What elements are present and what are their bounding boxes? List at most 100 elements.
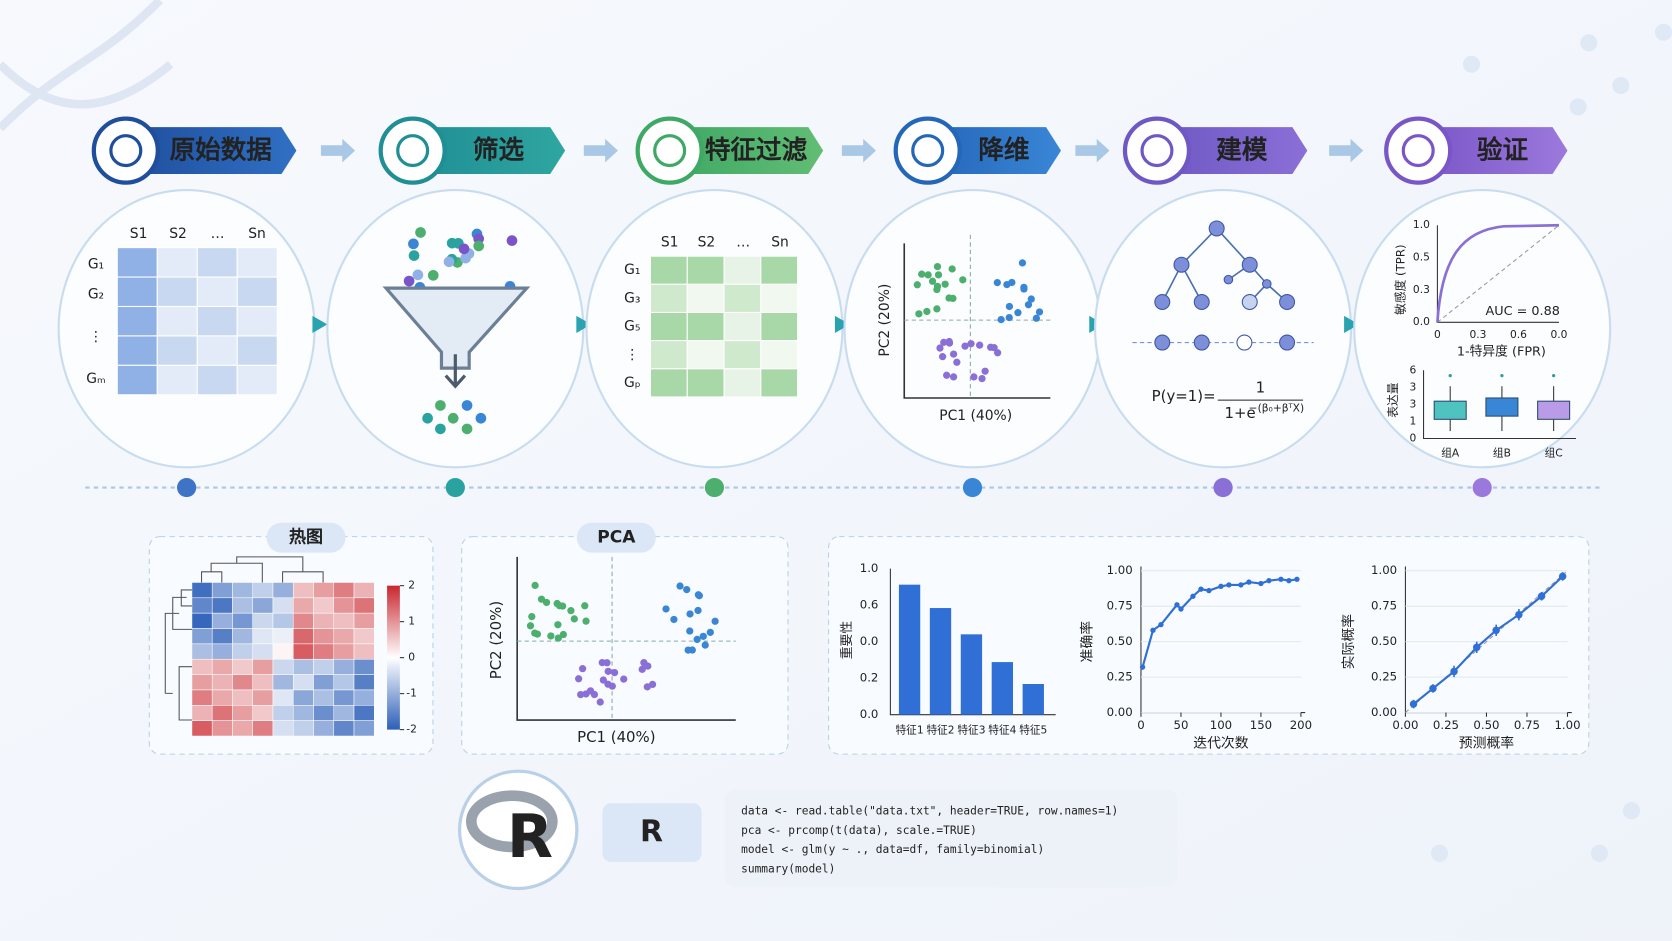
tick-label: 1.0 — [1413, 218, 1430, 231]
step-icon-core — [911, 134, 945, 168]
step-banner — [1156, 127, 1308, 175]
pca-point — [559, 630, 567, 639]
heatmap-cell — [353, 582, 375, 599]
funnel — [382, 286, 531, 370]
flow-arrow — [1329, 138, 1364, 163]
point — [1206, 587, 1212, 594]
oval-arrow — [312, 315, 328, 333]
matrix-row: G₁ — [88, 257, 104, 273]
pca-point — [694, 606, 702, 615]
decor-node — [1463, 55, 1481, 73]
matrix-cell — [649, 368, 688, 398]
pca-point — [533, 630, 542, 638]
tree-node — [1279, 294, 1296, 311]
matrix-cell — [760, 283, 799, 314]
heatmap-cell — [292, 705, 314, 721]
particle — [461, 423, 473, 435]
bar — [898, 584, 921, 715]
matrix-row: G₁ — [624, 262, 640, 278]
heatmap-cell — [272, 689, 294, 706]
pca-point — [933, 305, 941, 313]
pca-point — [553, 599, 561, 608]
step-banner — [927, 127, 1061, 175]
pca-point — [684, 646, 692, 654]
step-icon — [893, 116, 962, 185]
axis-label: 重要性 — [839, 621, 855, 660]
point — [1218, 583, 1224, 590]
y-tick-label: 0.00 — [1371, 705, 1397, 719]
group-label: 组B — [1493, 446, 1511, 459]
heatmap-cell — [333, 597, 355, 614]
heatmap-cell — [333, 582, 355, 599]
heatmap-cell — [232, 582, 253, 599]
step-label: 筛选 — [473, 135, 525, 166]
particle — [473, 240, 485, 252]
heatmap-cell — [353, 628, 375, 645]
box-outlier — [1448, 373, 1452, 378]
category-label: 特征1 — [896, 724, 924, 737]
tick-label: -2 — [406, 723, 417, 736]
matrix-cell — [649, 283, 688, 314]
pca-point — [582, 690, 590, 698]
heatmap-cell — [353, 643, 375, 660]
box — [1485, 397, 1519, 417]
heatmap-cell — [252, 582, 274, 599]
point — [1266, 577, 1272, 584]
point — [1294, 576, 1300, 582]
tree-leaf — [1279, 334, 1296, 351]
step-icon — [635, 116, 704, 185]
matrix-cell — [686, 368, 725, 398]
point — [1174, 602, 1180, 608]
matrix-cell — [723, 311, 762, 342]
pca-point — [941, 280, 949, 288]
tree-leaf — [1193, 334, 1210, 351]
heatmap-cell — [191, 612, 213, 629]
matrix-column: S2 — [698, 234, 716, 250]
pca-point — [547, 632, 555, 640]
heatmap-cell — [272, 643, 294, 660]
heatmap-cell — [313, 612, 335, 629]
heatmap-cell — [191, 597, 213, 614]
particle — [460, 252, 471, 264]
y-tick-label: 0.25 — [1371, 670, 1397, 684]
heatmap-cell — [191, 689, 213, 706]
group-label: 组A — [1441, 446, 1460, 459]
step-icon — [1384, 116, 1453, 185]
pca-point — [1014, 309, 1022, 317]
matrix-cell — [196, 305, 238, 337]
heatmap-cell — [353, 720, 375, 737]
title-pill — [576, 522, 656, 553]
matrix-cell — [156, 247, 198, 278]
axis-label: PC2 (20%) — [487, 601, 505, 679]
pca-point — [670, 615, 678, 624]
step-label: 降维 — [978, 135, 1029, 166]
step-icon-core — [653, 134, 687, 168]
heatmap-cell — [292, 658, 314, 675]
matrix-cell — [723, 340, 762, 370]
particle — [403, 275, 415, 287]
point — [1150, 627, 1156, 633]
matrix-cell — [196, 335, 238, 366]
pca-point — [923, 307, 931, 316]
heatmap-cell — [353, 597, 375, 614]
matrix-cell — [236, 335, 278, 366]
r-logo-letter: R — [507, 803, 553, 872]
heatmap-cell — [211, 643, 233, 660]
heatmap-cell — [272, 628, 294, 645]
heatmap-cell — [313, 658, 335, 675]
heatmap-cell — [252, 597, 274, 614]
particle — [443, 256, 455, 268]
point — [1492, 626, 1500, 635]
heatmap-cell — [292, 628, 314, 645]
x-tick-label: 0.00 — [1392, 718, 1418, 732]
pca-axes — [903, 243, 1051, 399]
matrix-cell — [649, 255, 688, 285]
box-outlier — [1552, 373, 1556, 378]
point — [1450, 667, 1458, 676]
pca-point — [981, 367, 989, 375]
timeline-dot — [962, 477, 983, 498]
x-tick-label: 100 — [1210, 718, 1232, 732]
tick-label: 0.0 — [1413, 315, 1430, 328]
tick-label: 1 — [1409, 414, 1416, 427]
pca-point — [1005, 302, 1014, 311]
